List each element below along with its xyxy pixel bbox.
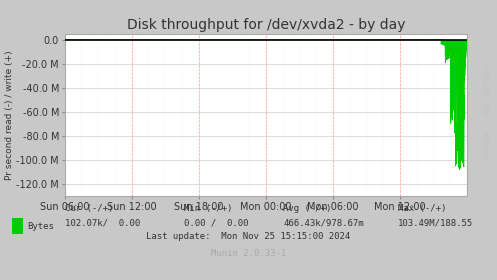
Text: Avg (-/+): Avg (-/+) [283,204,331,213]
Text: RRDTOOL / TOBI OETIKER: RRDTOOL / TOBI OETIKER [485,65,491,159]
Text: 0.00 /  0.00: 0.00 / 0.00 [184,218,248,227]
Text: 103.49M/188.55: 103.49M/188.55 [398,218,473,227]
Text: Bytes: Bytes [27,222,54,231]
Text: 466.43k/978.67m: 466.43k/978.67m [283,218,364,227]
Text: Munin 2.0.33-1: Munin 2.0.33-1 [211,249,286,258]
Text: Max (-/+): Max (-/+) [398,204,446,213]
Text: Last update:  Mon Nov 25 15:15:00 2024: Last update: Mon Nov 25 15:15:00 2024 [147,232,350,241]
Title: Disk throughput for /dev/xvda2 - by day: Disk throughput for /dev/xvda2 - by day [127,18,405,32]
Text: Cur (-/+): Cur (-/+) [65,204,113,213]
Text: 102.07k/  0.00: 102.07k/ 0.00 [65,218,140,227]
Text: Min (-/+): Min (-/+) [184,204,232,213]
Y-axis label: Pr second read (-) / write (+): Pr second read (-) / write (+) [4,50,13,179]
